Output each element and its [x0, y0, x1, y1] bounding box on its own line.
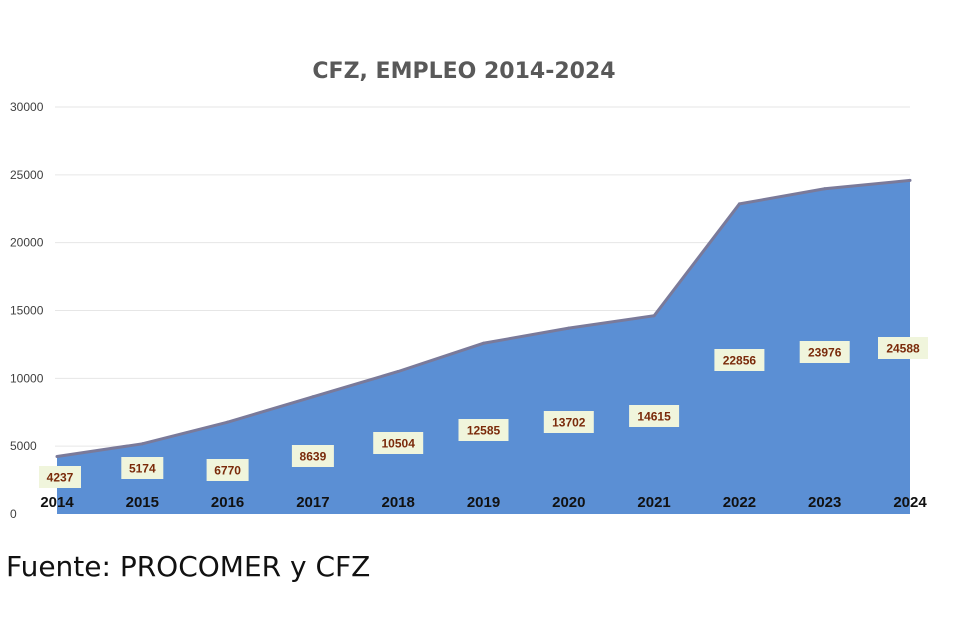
x-tick-label: 2017 — [296, 494, 329, 511]
data-label-text: 24588 — [886, 342, 920, 356]
x-tick-label: 2023 — [808, 494, 841, 511]
x-tick-label: 2024 — [893, 494, 927, 511]
chart-container: CFZ, EMPLEO 2014-2024 0 5000 10000 15000 200… — [0, 40, 954, 530]
data-label: 22856 — [714, 349, 765, 371]
data-label: 24588 — [878, 337, 928, 359]
data-label: 12585 — [458, 419, 509, 441]
data-label-box — [121, 457, 164, 479]
data-label-box — [39, 466, 81, 488]
data-label-box — [373, 432, 424, 454]
data-point — [737, 202, 741, 206]
data-point — [908, 178, 912, 182]
x-tick-label: 2019 — [467, 494, 500, 511]
data-label-text: 6770 — [214, 464, 241, 478]
data-label: 10504 — [373, 432, 424, 454]
data-point — [140, 442, 144, 446]
data-label-text: 4237 — [47, 471, 74, 485]
data-label-box — [458, 419, 509, 441]
y-tick-label: 20000 — [10, 236, 44, 250]
y-tick-label: 25000 — [10, 168, 44, 182]
x-tick-label: 2022 — [723, 494, 756, 511]
y-tick-label: 15000 — [10, 304, 44, 318]
data-label: 8639 — [291, 445, 334, 467]
data-label: 4237 — [39, 466, 81, 488]
data-point — [823, 187, 827, 191]
x-tick-label: 2016 — [211, 494, 244, 511]
data-labels: 4237 5174 6770 8639 10504 12585 13702 14615 2285… — [39, 337, 928, 488]
data-label-box — [291, 445, 334, 467]
data-point — [226, 420, 230, 424]
y-tick-label: 5000 — [10, 439, 37, 453]
data-label-text: 13702 — [552, 416, 586, 430]
x-tick-label: 2021 — [637, 494, 670, 511]
data-label: 6770 — [206, 459, 249, 481]
data-label-box — [543, 411, 594, 433]
data-label-text: 14615 — [637, 410, 671, 424]
data-label-box — [629, 405, 680, 427]
area-fill — [57, 180, 910, 515]
data-label: 5174 — [121, 457, 164, 479]
y-tick-label: 30000 — [10, 100, 44, 114]
data-label-text: 12585 — [467, 424, 501, 438]
data-label-box — [206, 459, 249, 481]
x-tick-label: 2020 — [552, 494, 585, 511]
data-point — [311, 395, 315, 399]
data-point — [652, 314, 656, 318]
data-point — [55, 455, 59, 459]
data-label-text: 8639 — [300, 450, 327, 464]
source-note: Fuente: PROCOMER y CFZ — [6, 550, 371, 583]
data-label-text: 23976 — [808, 346, 842, 360]
data-label: 13702 — [543, 411, 594, 433]
data-label-box — [714, 349, 765, 371]
data-point — [567, 326, 571, 330]
y-tick-label: 10000 — [10, 371, 44, 385]
data-label-text: 22856 — [723, 354, 757, 368]
data-label: 23976 — [799, 341, 850, 363]
chart-title: CFZ, EMPLEO 2014-2024 — [312, 59, 615, 84]
x-axis-ticks: 2014 2015 2016 2017 2018 2019 2020 2021 2022 2023… — [40, 494, 927, 511]
x-tick-label: 2014 — [40, 494, 74, 511]
x-tick-label: 2015 — [126, 494, 159, 511]
y-axis-ticks: 0 5000 10000 15000 20000 25000 30000 — [10, 100, 44, 521]
data-label-box — [878, 337, 928, 359]
data-label: 14615 — [629, 405, 680, 427]
x-tick-label: 2018 — [382, 494, 415, 511]
data-label-box — [799, 341, 850, 363]
data-label-text: 5174 — [129, 462, 156, 476]
data-point — [482, 341, 485, 345]
data-point — [396, 369, 400, 373]
area-chart: CFZ, EMPLEO 2014-2024 0 5000 10000 15000 200… — [10, 59, 928, 521]
data-label-text: 10504 — [382, 437, 416, 451]
y-tick-label: 0 — [10, 507, 17, 521]
area-series — [55, 178, 912, 515]
